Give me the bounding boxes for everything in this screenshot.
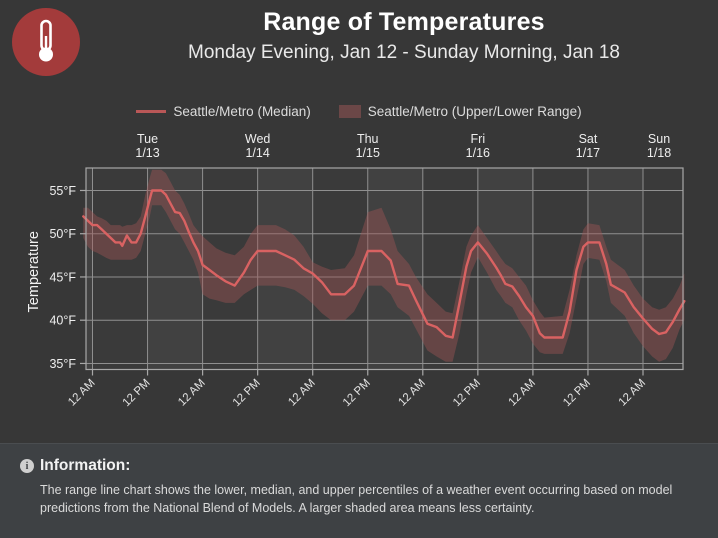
x-axis-day-label: Thu 1/15 <box>356 132 380 160</box>
x-axis-time-label: 12 PM <box>561 377 593 409</box>
x-axis-time-label: 12 PM <box>341 377 373 409</box>
header: Range of Temperatures Monday Evening, Ja… <box>0 0 718 92</box>
legend-item-range: Seattle/Metro (Upper/Lower Range) <box>338 103 582 119</box>
x-axis-day-label: Sat 1/17 <box>576 132 600 160</box>
x-axis-time-label: 12 AM <box>286 377 318 409</box>
info-panel: i Information: The range line chart show… <box>0 443 718 538</box>
chart-legend: Seattle/Metro (Median) Seattle/Metro (Up… <box>0 92 718 130</box>
y-axis-tick-label: 55°F <box>49 184 76 198</box>
x-axis-time-label: 12 AM <box>176 377 208 409</box>
info-body: The range line chart shows the lower, me… <box>40 483 673 515</box>
y-axis-tick-label: 35°F <box>49 357 76 371</box>
x-axis-day-label: Sun 1/18 <box>647 132 671 160</box>
x-axis-time-label: 12 PM <box>121 377 153 409</box>
median-line-swatch <box>136 109 167 113</box>
x-axis-time-label: 12 AM <box>66 377 98 409</box>
x-axis-time-label: 12 AM <box>396 377 428 409</box>
y-axis-tick-label: 50°F <box>49 227 76 241</box>
x-axis-day-label: Tue 1/13 <box>135 132 159 160</box>
y-axis-tick-label: 40°F <box>49 314 76 328</box>
legend-label-median: Seattle/Metro (Median) <box>173 103 311 119</box>
y-axis-tick-label: 45°F <box>49 270 76 284</box>
thermometer-icon <box>12 8 80 76</box>
temperature-range-chart: Tue 1/13 Wed 1/14 Thu 1/15 Fri 1/16 Sat 1/17 Sun 1/… <box>26 132 686 409</box>
info-heading: Information: <box>40 457 131 474</box>
info-heading-row: i Information: <box>20 457 698 475</box>
x-axis-time-label: 12 PM <box>231 377 263 409</box>
legend-label-range: Seattle/Metro (Upper/Lower Range) <box>367 103 582 119</box>
x-axis-day-label: Fri 1/16 <box>466 132 490 160</box>
title-block: Range of Temperatures Monday Evening, Ja… <box>0 0 718 64</box>
x-axis-time-label: 12 AM <box>617 377 649 409</box>
page-subtitle: Monday Evening, Jan 12 - Sunday Morning,… <box>188 42 620 63</box>
y-axis-title: Temperature <box>26 231 42 312</box>
range-area-swatch <box>338 104 361 118</box>
page-title: Range of Temperatures <box>263 8 545 36</box>
x-axis-time-label: 12 PM <box>451 377 483 409</box>
info-icon: i <box>20 459 34 473</box>
x-axis-time-label: 12 AM <box>506 377 538 409</box>
legend-item-median: Seattle/Metro (Median) <box>136 103 311 119</box>
x-axis-day-label: Wed 1/14 <box>245 132 271 160</box>
